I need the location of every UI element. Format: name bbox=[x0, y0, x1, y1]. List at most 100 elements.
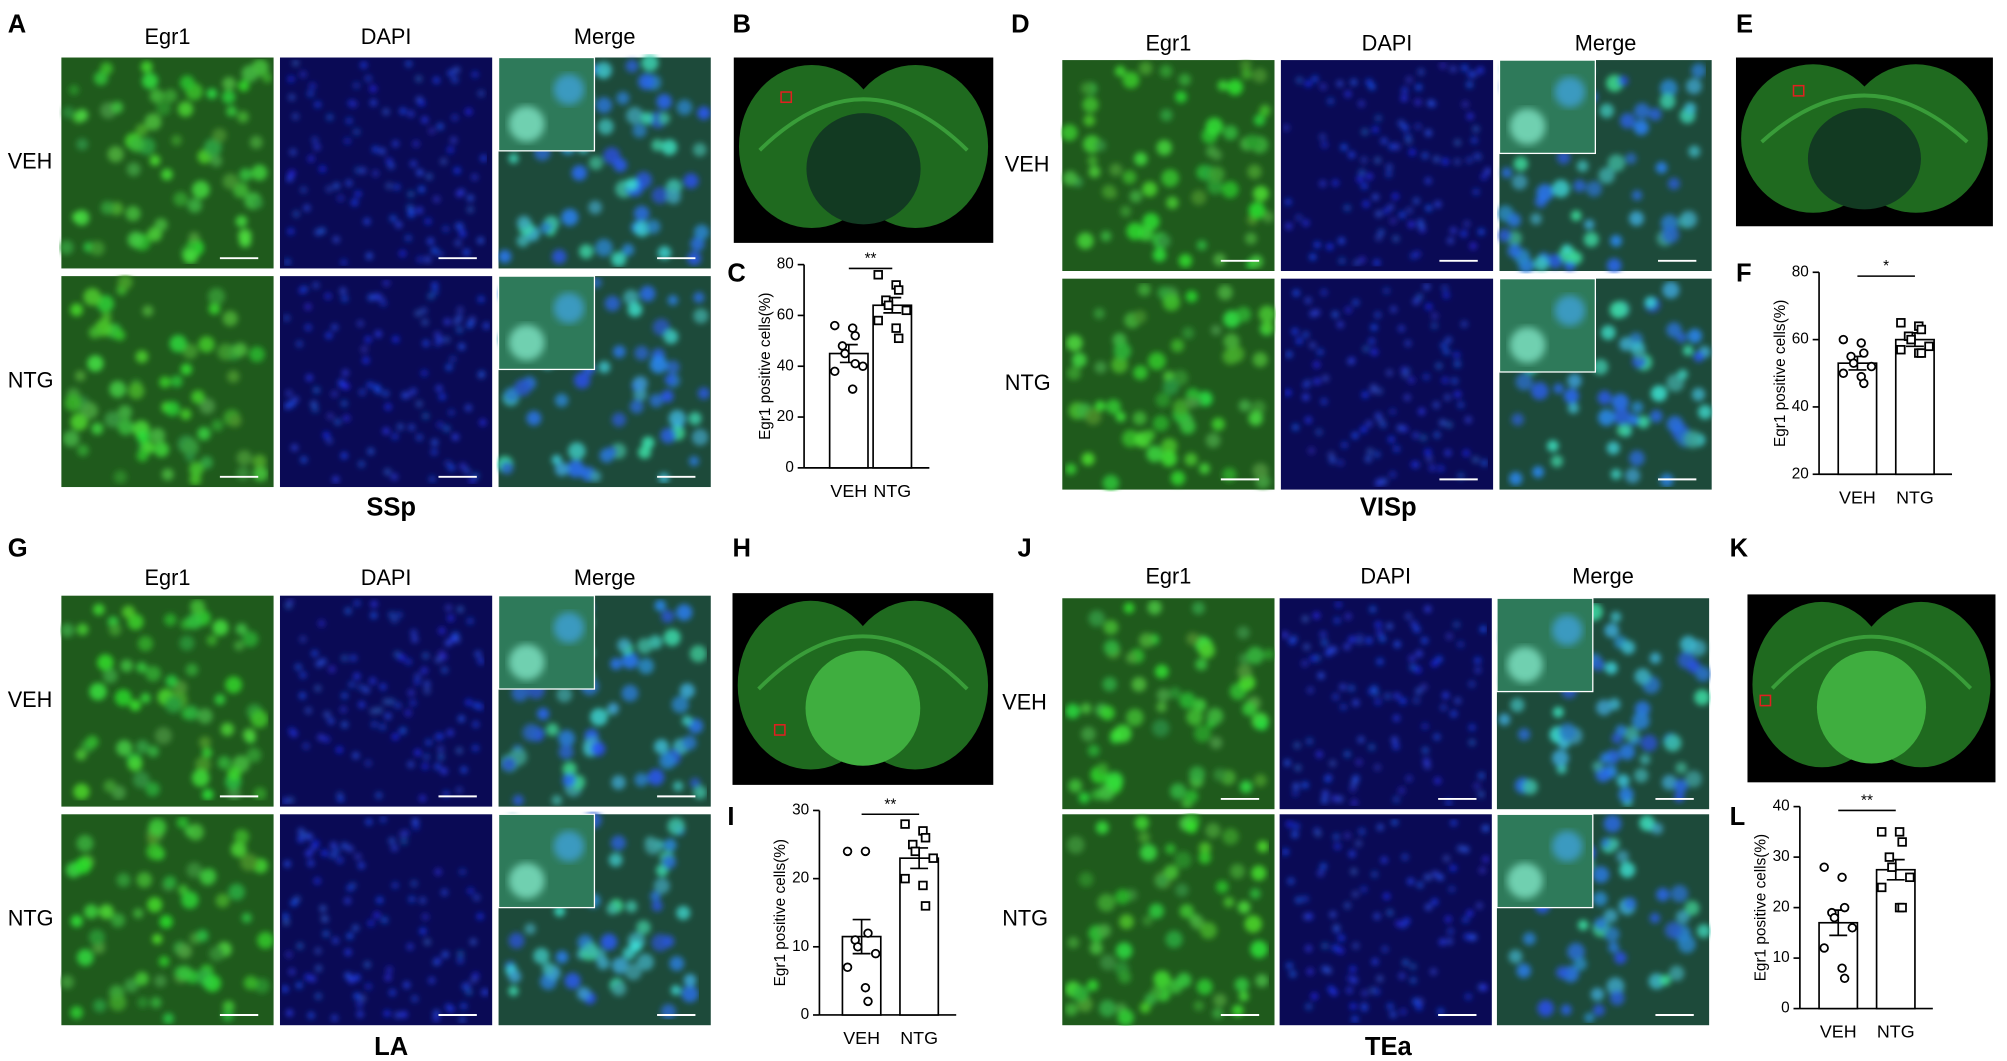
cell bbox=[1352, 942, 1360, 950]
cell bbox=[1515, 373, 1533, 391]
cell bbox=[1616, 424, 1628, 436]
cell bbox=[1407, 878, 1414, 885]
cell bbox=[1659, 974, 1671, 986]
cell bbox=[1344, 613, 1352, 620]
cell bbox=[1553, 383, 1564, 394]
cell bbox=[135, 123, 148, 137]
cell bbox=[145, 665, 161, 682]
cell bbox=[1255, 974, 1269, 988]
cell bbox=[668, 409, 686, 428]
cell bbox=[307, 859, 315, 867]
cell bbox=[573, 372, 591, 389]
cell bbox=[420, 667, 428, 674]
cell bbox=[1376, 387, 1383, 395]
cell bbox=[1384, 692, 1391, 700]
cell bbox=[403, 981, 410, 989]
cell bbox=[641, 54, 659, 72]
cell bbox=[1139, 1002, 1151, 1014]
cell bbox=[607, 702, 620, 714]
cell bbox=[400, 837, 408, 845]
significance-label: ** bbox=[865, 251, 877, 268]
cell bbox=[435, 385, 443, 392]
cell bbox=[410, 160, 417, 168]
cell bbox=[1675, 762, 1688, 774]
cell bbox=[596, 956, 610, 970]
cell bbox=[611, 251, 627, 267]
cell bbox=[1609, 990, 1625, 1006]
cell bbox=[1088, 610, 1105, 627]
cell bbox=[1532, 466, 1544, 478]
cell bbox=[117, 418, 134, 436]
cell bbox=[447, 409, 455, 416]
image-texture bbox=[1065, 283, 1276, 492]
cell bbox=[1607, 838, 1620, 850]
cell bbox=[472, 744, 479, 752]
cell bbox=[1139, 633, 1154, 648]
cell bbox=[1393, 714, 1400, 722]
cell bbox=[1603, 908, 1618, 923]
cell bbox=[91, 422, 104, 435]
cell bbox=[1353, 259, 1361, 267]
cell bbox=[136, 662, 148, 674]
cell bbox=[287, 796, 295, 804]
cell bbox=[540, 222, 552, 234]
cell bbox=[307, 155, 315, 162]
cell bbox=[1619, 862, 1636, 878]
cell bbox=[1255, 718, 1269, 731]
image-texture bbox=[1284, 283, 1488, 487]
cell bbox=[392, 140, 399, 148]
cell bbox=[189, 461, 204, 477]
cell bbox=[1391, 736, 1398, 744]
cell bbox=[1344, 902, 1351, 909]
cell bbox=[1467, 70, 1475, 78]
cell bbox=[359, 994, 366, 1002]
row-label: VEH bbox=[8, 687, 53, 712]
cell bbox=[1319, 83, 1327, 91]
cell bbox=[1412, 298, 1420, 305]
cell bbox=[1383, 892, 1390, 900]
cell bbox=[676, 99, 693, 116]
y-axis-label: Egr1 positive cells(%) bbox=[757, 293, 774, 440]
cell bbox=[212, 128, 227, 143]
cell bbox=[145, 782, 160, 797]
panel-letter: E bbox=[1736, 10, 1753, 38]
cell bbox=[222, 1000, 235, 1013]
cell bbox=[646, 219, 661, 234]
cell bbox=[353, 599, 361, 607]
cell bbox=[354, 190, 362, 198]
cell bbox=[364, 75, 372, 82]
cell bbox=[1688, 145, 1701, 158]
cell bbox=[74, 857, 92, 875]
roi-marker bbox=[780, 91, 793, 104]
cell bbox=[1509, 471, 1523, 486]
cell bbox=[314, 101, 322, 108]
cell bbox=[1552, 179, 1570, 198]
cell bbox=[1631, 711, 1650, 730]
cell bbox=[164, 695, 183, 714]
cell bbox=[1546, 440, 1559, 452]
cell bbox=[1321, 965, 1329, 973]
cell bbox=[1360, 1002, 1368, 1010]
cell bbox=[62, 430, 80, 447]
cell bbox=[1252, 185, 1269, 202]
cell bbox=[1125, 652, 1138, 664]
cell bbox=[1377, 228, 1385, 236]
cell bbox=[467, 194, 474, 202]
cell bbox=[683, 973, 697, 987]
cell bbox=[1431, 322, 1438, 330]
cell bbox=[1211, 417, 1225, 431]
micrograph bbox=[496, 275, 711, 488]
cell bbox=[70, 915, 83, 928]
cell bbox=[1331, 795, 1338, 802]
cell bbox=[1122, 170, 1137, 185]
micrograph bbox=[279, 57, 493, 269]
cell bbox=[1439, 62, 1447, 69]
cell bbox=[300, 186, 307, 194]
cell bbox=[652, 318, 670, 336]
data-point bbox=[840, 348, 850, 359]
cell bbox=[1422, 747, 1429, 754]
cell bbox=[1673, 779, 1688, 794]
cell bbox=[1244, 232, 1257, 245]
cell bbox=[663, 838, 677, 852]
